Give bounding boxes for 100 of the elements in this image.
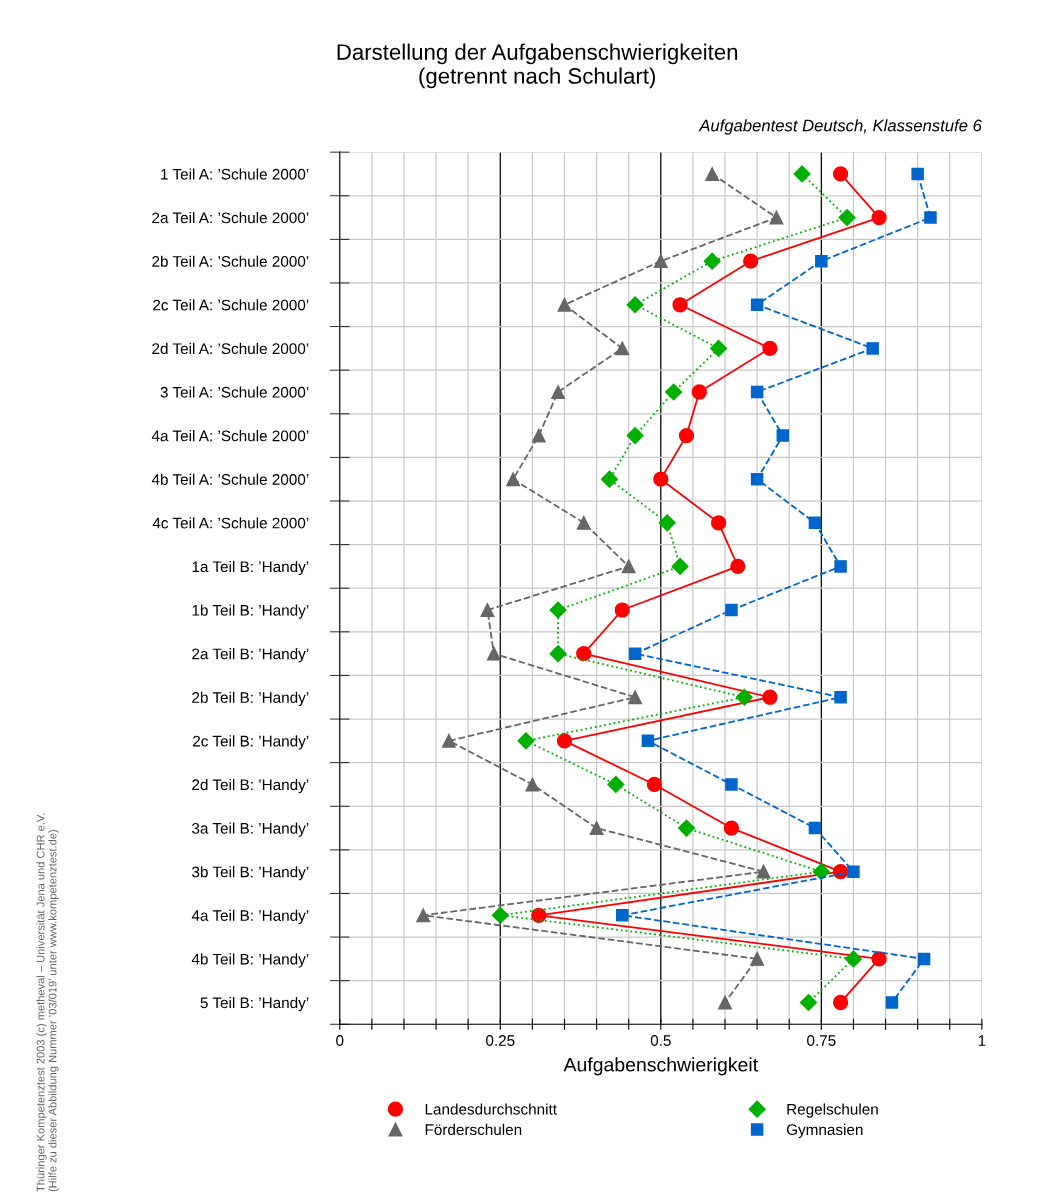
point xyxy=(723,820,740,836)
point xyxy=(750,951,765,966)
point xyxy=(847,865,860,878)
point xyxy=(491,906,509,924)
point xyxy=(718,995,732,1010)
point xyxy=(924,211,937,224)
point xyxy=(762,689,778,705)
y-tick-label: 2c Teil A: ’Schule 2000’ xyxy=(153,299,309,311)
x-tick-label: 1 xyxy=(978,1035,986,1046)
point xyxy=(653,471,669,487)
y-tick-label: 4b Teil B: ’Handy’ xyxy=(191,953,309,968)
point xyxy=(551,385,566,399)
point xyxy=(710,515,727,531)
x-tick-label: 0.75 xyxy=(807,1035,836,1046)
y-tick-label: 4c Teil A: ’Schule 2000’ xyxy=(152,517,309,529)
point xyxy=(658,514,676,532)
point xyxy=(531,428,546,443)
point xyxy=(834,560,847,573)
point xyxy=(621,559,636,574)
point xyxy=(576,515,591,530)
point xyxy=(750,385,764,399)
point xyxy=(866,342,879,355)
point xyxy=(600,470,618,488)
point xyxy=(556,733,573,749)
point xyxy=(557,297,572,312)
point xyxy=(628,647,642,660)
point xyxy=(607,775,625,794)
y-tick-label: 3a Teil B: ’Handy’ xyxy=(192,822,309,837)
point xyxy=(917,952,931,966)
chart-subtitle: Aufgabentest Deutsch, Klassenstufe 6 xyxy=(698,119,982,135)
text: Thüringer Kompetenztest 2003 (c) metheval – Universität Jena und CHR e.V. (Hilfe zu dieser Abbildung Nummer ’03/019’ unter www.kompetenztest.de) xyxy=(36,813,59,1192)
point xyxy=(626,296,644,314)
point xyxy=(677,819,696,837)
point xyxy=(703,252,721,270)
y-tick-label: 1b Teil B: ’Handy’ xyxy=(192,604,309,619)
point xyxy=(576,645,592,662)
point xyxy=(517,732,535,750)
point xyxy=(725,778,738,791)
point xyxy=(832,166,849,182)
x-tick-label: 0.5 xyxy=(650,1035,671,1046)
point xyxy=(615,341,630,356)
point xyxy=(531,907,547,923)
point xyxy=(793,165,811,183)
point xyxy=(614,602,630,618)
point xyxy=(549,601,567,619)
point xyxy=(549,645,567,663)
point xyxy=(705,167,720,181)
point xyxy=(911,167,924,181)
point xyxy=(653,254,668,269)
point xyxy=(678,427,695,444)
point xyxy=(885,996,899,1009)
y-tick-label: 4b Teil A: ’Schule 2000’ xyxy=(151,473,309,485)
point xyxy=(628,690,643,705)
point xyxy=(480,603,495,617)
point xyxy=(616,909,629,922)
y-tick-label: 3 Teil A: ’Schule 2000’ xyxy=(160,386,309,398)
legend-label: Regelschulen xyxy=(787,1103,878,1118)
point xyxy=(750,298,764,312)
point xyxy=(815,254,828,268)
point xyxy=(691,384,707,400)
point xyxy=(525,777,540,792)
y-tick-label: 2d Teil A: ’Schule 2000’ xyxy=(152,342,309,355)
y-tick-label: 2c Teil B: ’Handy’ xyxy=(193,735,309,750)
point xyxy=(626,427,644,445)
point xyxy=(871,951,887,967)
y-tick-label: 4a Teil A: ’Schule 2000’ xyxy=(151,430,309,442)
point xyxy=(756,864,771,879)
y-tick-label: 2a Teil B: ’Handy’ xyxy=(192,648,309,663)
x-axis-title: Aufgabenschwierigkeit xyxy=(563,1057,758,1076)
point xyxy=(506,472,521,487)
point xyxy=(646,776,663,793)
y-tick-label: 1a Teil B: ’Handy’ xyxy=(192,560,309,576)
point xyxy=(730,558,746,575)
y-tick-label: 3b Teil B: ’Handy’ xyxy=(192,866,309,881)
point xyxy=(441,733,456,748)
point xyxy=(710,339,728,357)
point xyxy=(665,383,683,401)
point xyxy=(589,821,604,836)
point xyxy=(725,603,738,617)
legend-label: Landesdurchschnitt xyxy=(425,1103,557,1115)
x-tick-label: 0.25 xyxy=(486,1035,515,1046)
point xyxy=(808,821,822,835)
y-tick-label: 2a Teil A: ’Schule 2000’ xyxy=(152,212,309,224)
point xyxy=(871,209,887,226)
point xyxy=(672,297,688,313)
point xyxy=(743,253,759,269)
point xyxy=(834,690,847,704)
legend-label: Gymnasien xyxy=(786,1123,863,1139)
y-tick-label: 1 Teil A: ’Schule 2000’ xyxy=(161,168,309,180)
point xyxy=(838,209,856,227)
point xyxy=(769,210,784,225)
legend-label: Förderschulen xyxy=(425,1123,522,1136)
point xyxy=(671,557,689,575)
point xyxy=(762,340,778,357)
point xyxy=(844,950,862,968)
chart-title: Darstellung der Aufgabenschwierigkeiten (getrennt nach Schulart) xyxy=(337,43,738,89)
point xyxy=(808,516,822,530)
point xyxy=(812,863,830,881)
point xyxy=(832,994,849,1011)
point xyxy=(776,429,790,442)
